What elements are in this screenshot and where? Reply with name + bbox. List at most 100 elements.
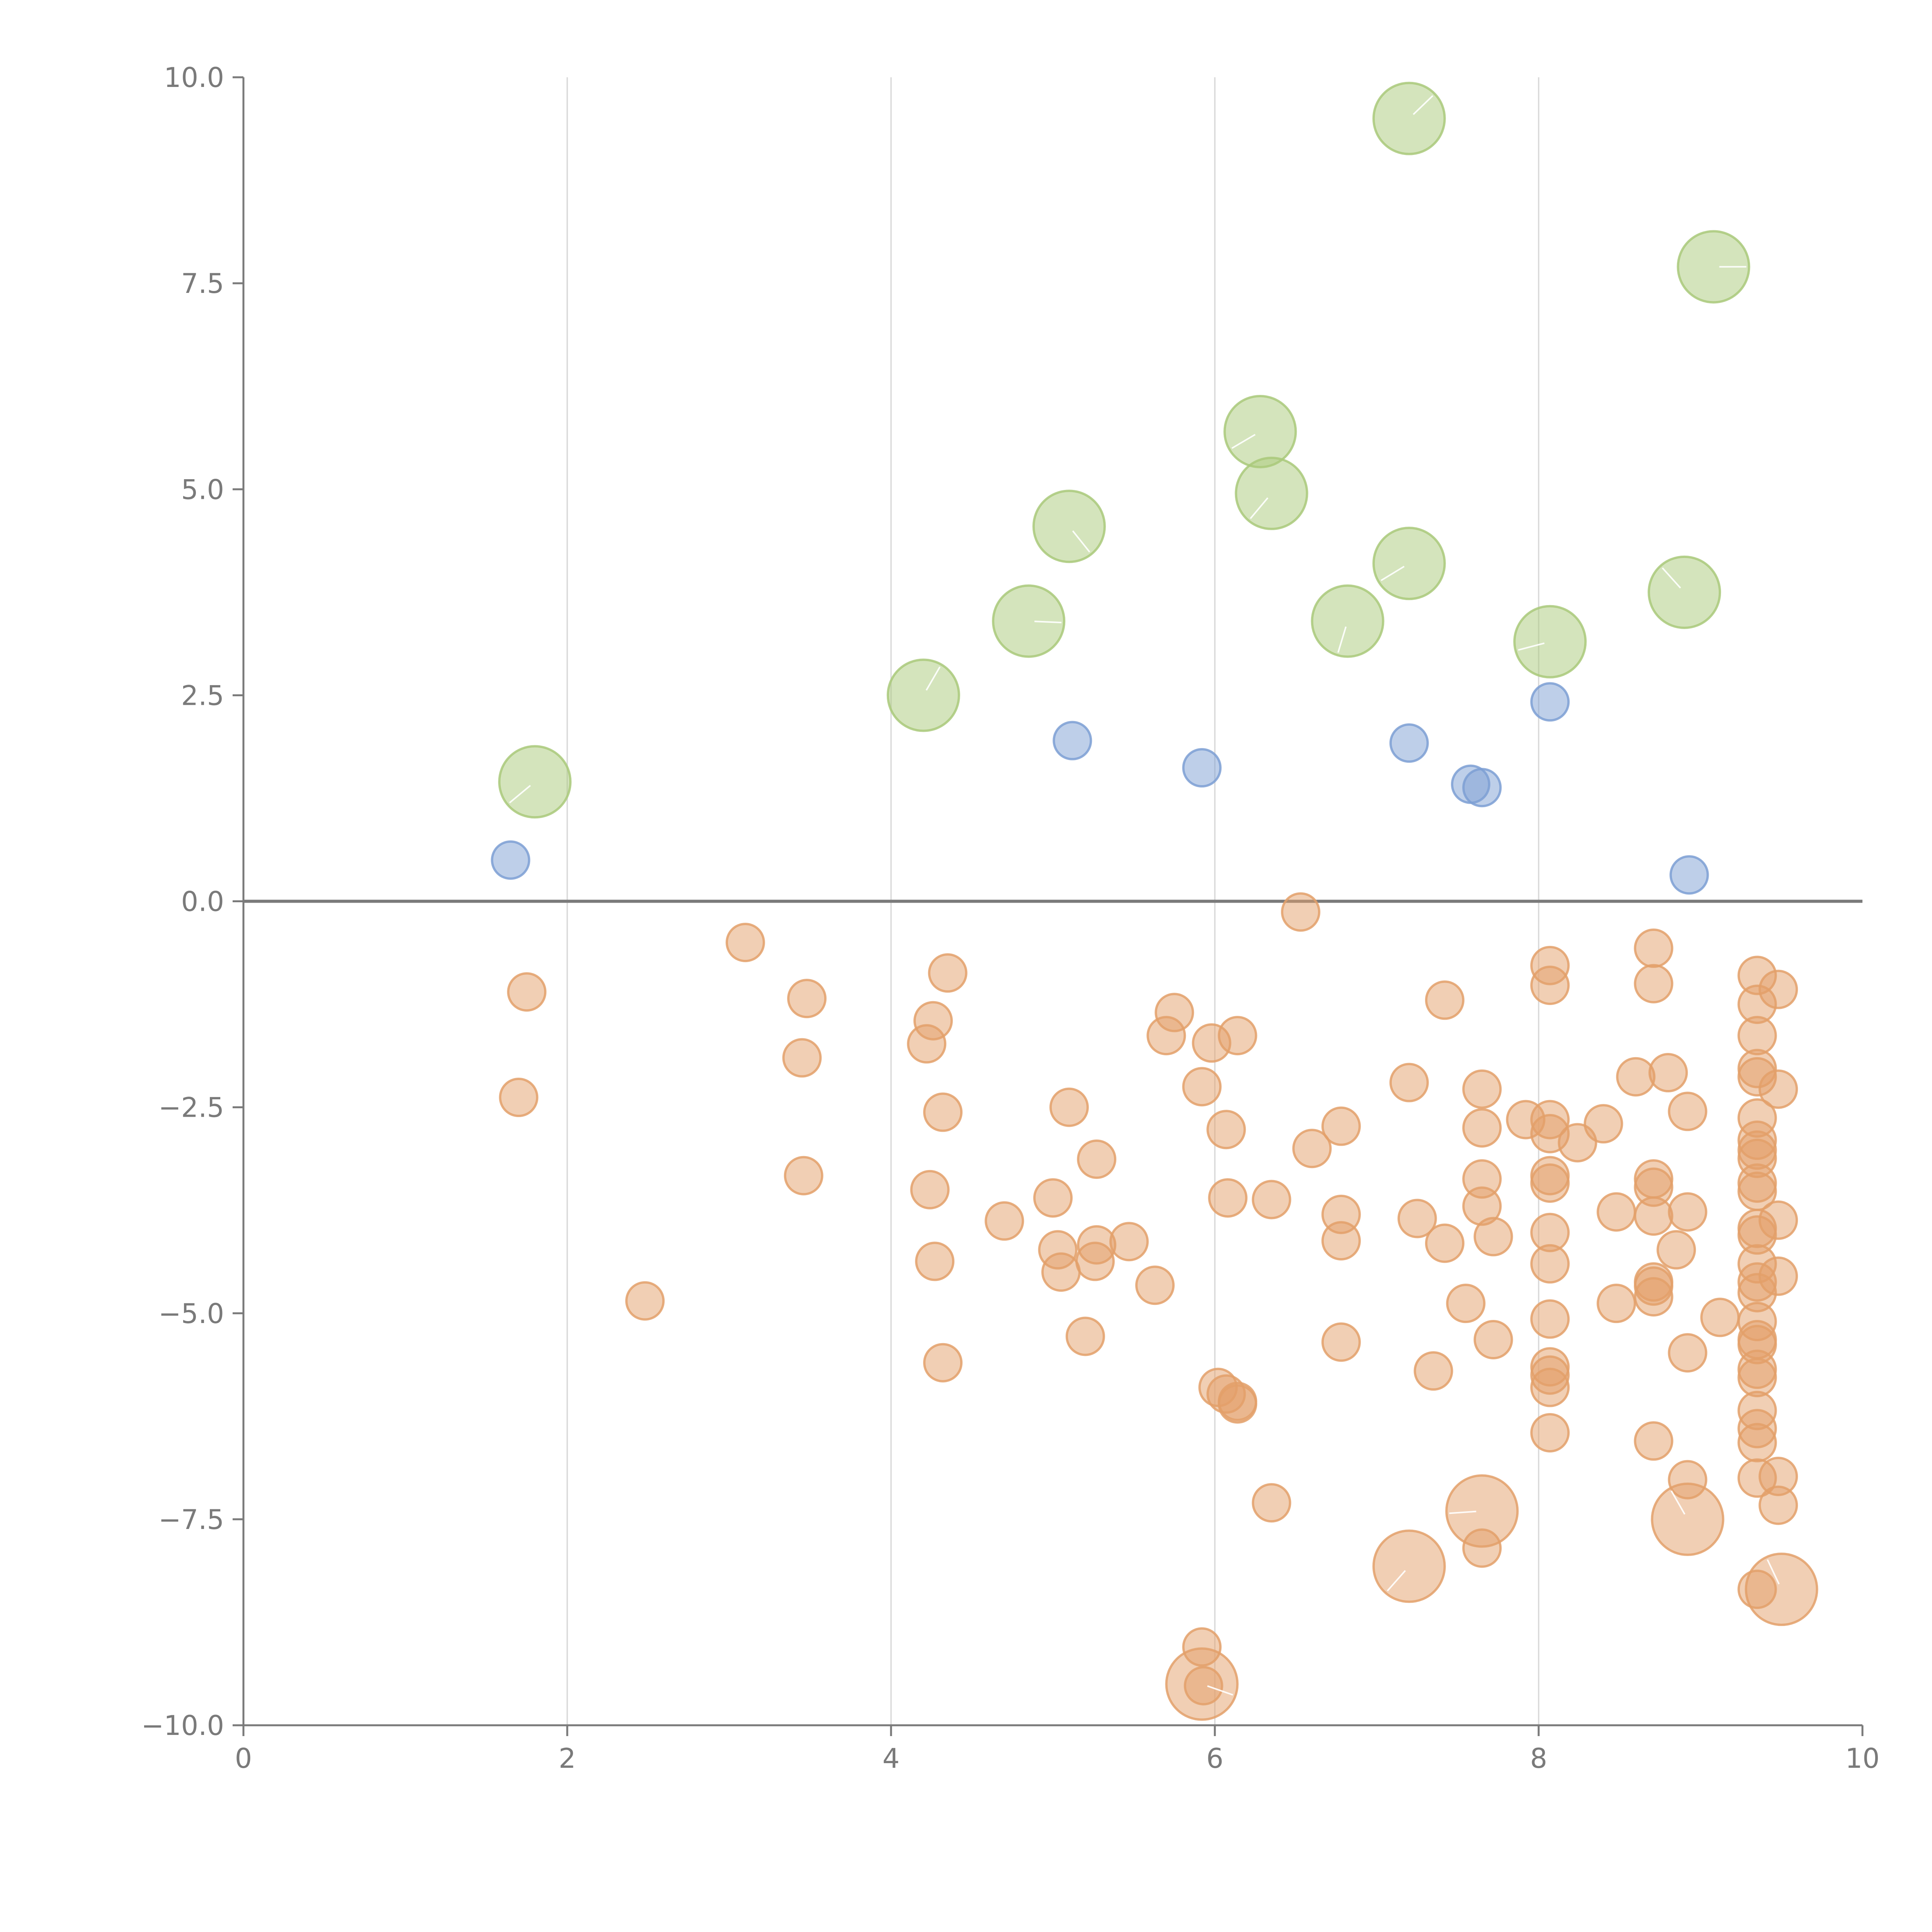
- green-leader-line: [1337, 626, 1347, 653]
- orange-bubble: [787, 979, 827, 1019]
- orange-large-bubble: [1445, 1474, 1519, 1548]
- orange-bubble: [1208, 1178, 1248, 1218]
- green-leader-line: [1034, 621, 1062, 624]
- green-bubble: [1235, 456, 1308, 530]
- x-tick-label: 8: [1530, 1743, 1548, 1774]
- y-tick-label: −5.0: [158, 1298, 224, 1330]
- orange-bubble: [1759, 1200, 1798, 1240]
- y-tick-label: 2.5: [181, 680, 224, 711]
- orange-bubble: [725, 923, 765, 963]
- orange-large-bubble: [1745, 1553, 1818, 1626]
- orange-bubble: [1583, 1104, 1623, 1144]
- orange-bubble: [1425, 980, 1464, 1020]
- orange-bubble: [1252, 1180, 1291, 1219]
- green-bubble: [1648, 555, 1721, 629]
- orange-large-bubble: [1372, 1529, 1446, 1603]
- orange-bubble: [1737, 1358, 1777, 1398]
- green-bubble: [498, 745, 572, 819]
- green-bubble: [1032, 490, 1106, 563]
- orange-bubble: [499, 1078, 539, 1117]
- orange-bubble: [907, 1024, 947, 1064]
- orange-bubble: [782, 1038, 822, 1078]
- orange-bubble: [1321, 1221, 1361, 1261]
- y-tick-label: −7.5: [158, 1504, 224, 1536]
- orange-bubble: [1473, 1217, 1513, 1257]
- orange-bubble: [910, 1170, 950, 1209]
- y-tick-label: 7.5: [181, 268, 224, 299]
- orange-bubble: [625, 1281, 665, 1321]
- orange-bubble: [1218, 1381, 1257, 1421]
- green-bubble: [1311, 584, 1384, 658]
- orange-bubble: [1530, 1244, 1570, 1284]
- orange-bubble: [1182, 1067, 1222, 1107]
- orange-large-bubble: [1651, 1482, 1725, 1556]
- green-bubble: [1372, 82, 1446, 155]
- orange-bubble: [1530, 1413, 1570, 1452]
- bubble-layer: [491, 82, 1818, 1721]
- orange-bubble: [1281, 892, 1321, 932]
- green-bubble: [1372, 527, 1446, 600]
- orange-bubble: [1292, 1129, 1332, 1168]
- orange-bubble: [1616, 1057, 1656, 1097]
- orange-large-leader-line: [1449, 1510, 1476, 1514]
- leader-layer: [509, 95, 1780, 1696]
- orange-bubble: [507, 972, 547, 1012]
- y-tick-label: −10.0: [141, 1710, 224, 1742]
- orange-bubble: [1109, 1222, 1149, 1262]
- blue-bubble: [1053, 721, 1092, 760]
- orange-bubble: [1530, 1163, 1570, 1203]
- x-tick-label: 0: [235, 1743, 252, 1774]
- orange-bubble: [1700, 1298, 1740, 1337]
- orange-bubble: [1473, 1320, 1513, 1359]
- green-leader-line: [1231, 434, 1256, 449]
- orange-bubble: [1049, 1087, 1089, 1127]
- orange-bubble: [985, 1201, 1024, 1241]
- blue-bubble: [1182, 748, 1222, 788]
- orange-bubble: [1634, 929, 1673, 968]
- orange-large-leader-line: [1207, 1685, 1233, 1696]
- orange-bubble: [1759, 1069, 1798, 1109]
- green-bubble: [1677, 230, 1750, 304]
- y-tick-label: 10.0: [164, 62, 224, 94]
- orange-bubble: [1033, 1178, 1073, 1218]
- x-tick-label: 10: [1845, 1743, 1879, 1774]
- orange-bubble: [1075, 1242, 1115, 1281]
- orange-bubble: [1135, 1265, 1175, 1305]
- orange-bubble: [1759, 1256, 1798, 1296]
- blue-bubble: [1530, 682, 1570, 722]
- green-bubble: [992, 584, 1066, 658]
- orange-bubble: [1425, 1223, 1464, 1263]
- orange-bubble: [1321, 1106, 1361, 1146]
- orange-bubble: [1462, 1069, 1502, 1109]
- orange-bubble: [1634, 1277, 1673, 1317]
- orange-bubble: [1041, 1252, 1081, 1292]
- orange-bubble: [928, 953, 968, 993]
- blue-bubble: [1389, 723, 1429, 763]
- orange-large-leader-line: [1670, 1490, 1685, 1515]
- orange-bubble: [1759, 969, 1798, 1009]
- orange-bubble: [1597, 1284, 1636, 1323]
- green-leader-line: [1381, 566, 1405, 582]
- green-leader-line: [1518, 642, 1545, 651]
- green-bubble: [1223, 395, 1297, 468]
- orange-bubble: [1397, 1199, 1437, 1238]
- axis-layer: 0 2 4 6 8 10 10.0 7.5 5.0 2.5 0.0 −2.5 −5.0 −7.5 −10.0: [141, 62, 1879, 1774]
- orange-bubble: [1737, 1423, 1777, 1463]
- green-leader-line: [925, 666, 941, 691]
- orange-bubble: [1321, 1322, 1361, 1362]
- orange-bubble: [1634, 964, 1673, 1003]
- orange-bubble: [923, 1343, 963, 1383]
- orange-bubble: [1634, 1196, 1673, 1236]
- orange-bubble: [1065, 1316, 1105, 1356]
- orange-bubble: [1668, 1192, 1708, 1232]
- y-tick-label: −2.5: [158, 1092, 224, 1124]
- orange-bubble: [1597, 1192, 1636, 1232]
- orange-bubble: [1656, 1230, 1696, 1270]
- orange-bubble: [1759, 1485, 1798, 1525]
- orange-bubble: [1446, 1284, 1486, 1323]
- orange-bubble: [1648, 1053, 1688, 1093]
- y-tick-label: 0.0: [181, 886, 224, 918]
- orange-bubble: [1634, 1421, 1673, 1461]
